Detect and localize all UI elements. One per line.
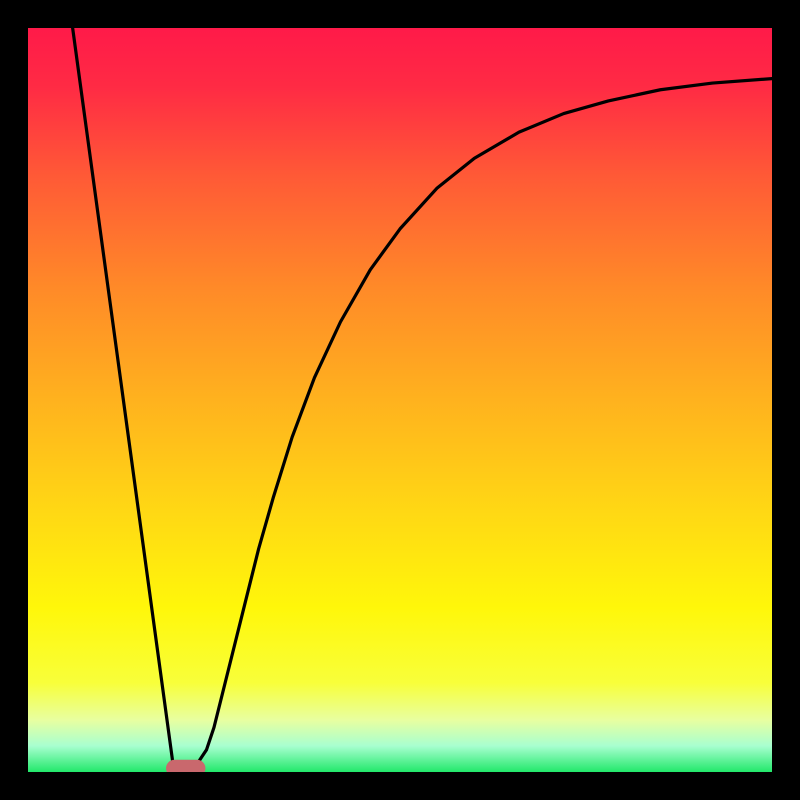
watermark-text: TheBottleneck.com (619, 2, 790, 25)
gradient-bg (28, 28, 772, 772)
marker-pill (166, 760, 205, 772)
plot-area (28, 28, 772, 772)
chart-svg (28, 28, 772, 772)
chart-frame: TheBottleneck.com (0, 0, 800, 800)
